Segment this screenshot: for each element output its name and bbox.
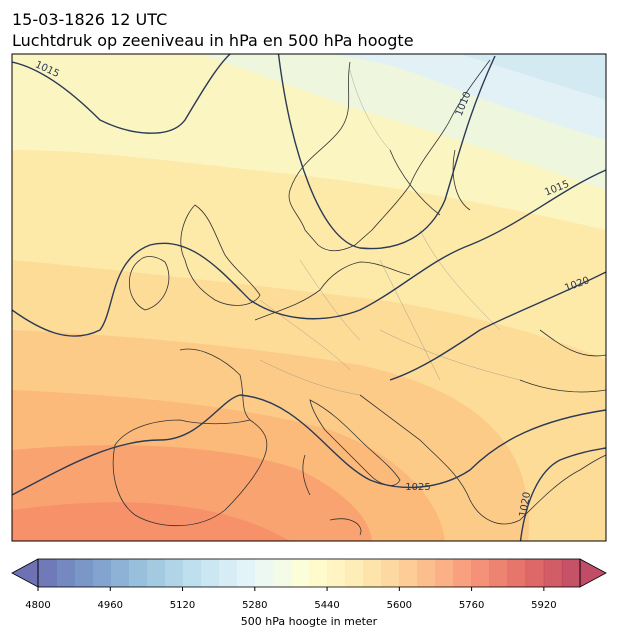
colorbar-band [489,559,509,587]
colorbar-band [309,559,328,587]
isobar-label: 1025 [405,482,430,493]
colorbar-band [164,559,183,587]
colorbar-band [128,559,147,587]
colorbar-band [327,559,346,587]
colorbar-tick-label: 4800 [25,600,50,611]
colorbar-band [182,559,201,587]
isobar-label: 1020 [518,491,533,518]
colorbar-band [525,559,545,587]
subtitle: Luchtdruk op zeeniveau in hPa en 500 hPa… [12,31,414,50]
colorbar-tick-label: 5600 [387,600,412,611]
title: 15-03-1826 12 UTC [12,10,167,29]
colorbar-band [399,559,418,587]
colorbar-band [290,559,310,587]
colorbar-band [345,559,364,587]
map: 1015 1010 1015 1020 1025 1020 [12,54,606,541]
colorbar-band [56,559,75,587]
colorbar-label: 500 hPa hoogte in meter [241,615,378,628]
colorbar-band [453,559,472,587]
colorbar-band [92,559,111,587]
colorbar-band [435,559,454,587]
colorbar-band [146,559,165,587]
colorbar-tick-label: 5920 [531,600,556,611]
colorbar-band [507,559,527,587]
colorbar-tick-label: 5440 [314,600,339,611]
colorbar-band [38,559,57,587]
colorbar-band [200,559,219,587]
colorbar-band [218,559,238,587]
colorbar-band [543,559,563,587]
colorbar-band [236,559,256,587]
colorbar-tick-label: 5280 [242,600,267,611]
colorbar-tick-label: 5120 [170,600,195,611]
colorbar-tick-label: 4960 [98,600,123,611]
colorbar-band [417,559,436,587]
colorbar-band [561,559,581,587]
colorbar-band [254,559,274,587]
colorbar-band [74,559,93,587]
colorbar-band [363,559,382,587]
map-frame [11,53,607,542]
colorbar-extend-high [579,558,607,588]
colorbar: 4800 4960 5120 5280 5440 5600 5760 5920 [11,558,607,611]
colorbar-band [110,559,129,587]
colorbar-band [381,559,400,587]
colorbar-extend-low [11,558,39,588]
colorbar-band [272,559,292,587]
colorbar-band [471,559,490,587]
colorbar-frame [37,558,581,588]
colorbar-tick-label: 5760 [459,600,484,611]
